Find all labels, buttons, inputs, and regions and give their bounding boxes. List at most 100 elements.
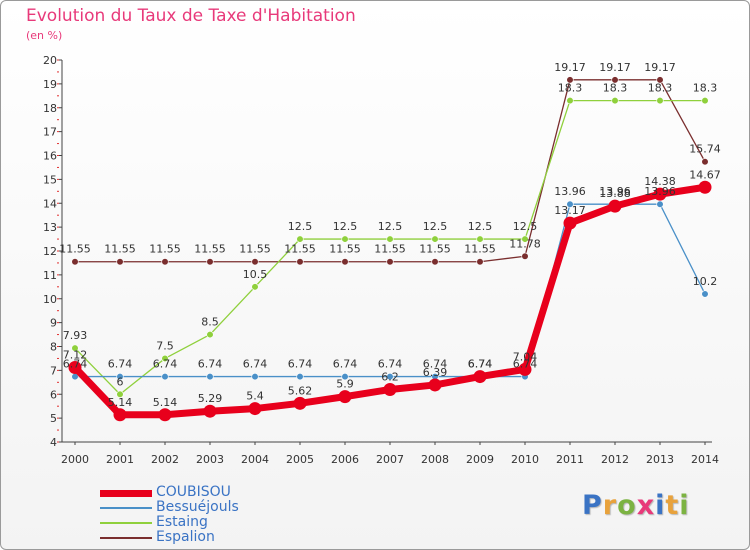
data-point	[296, 372, 304, 381]
data-point	[71, 344, 79, 352]
data-label: 11.55	[374, 243, 406, 256]
data-point	[296, 258, 304, 266]
data-label: 5.4	[246, 390, 264, 403]
data-point	[566, 76, 574, 84]
data-labels-coubisou: 7.125.14 5.14 5.29 5.4 5.625.96.2 6.396.747.0…	[63, 168, 721, 409]
data-point	[116, 390, 124, 398]
data-point	[206, 372, 214, 381]
data-point	[341, 235, 349, 243]
data-point	[431, 235, 439, 243]
data-label: 13.96	[599, 185, 631, 198]
x-tick-label: 2010	[511, 453, 539, 466]
data-label: 12.5	[333, 220, 358, 233]
y-tick-label: 19	[43, 78, 57, 91]
data-label: 6.74	[288, 358, 313, 371]
data-point	[521, 252, 529, 260]
data-point	[206, 330, 214, 339]
unit-label: (en %)	[26, 29, 63, 42]
data-point	[698, 180, 712, 194]
data-point	[653, 187, 667, 201]
data-label: 19.17	[644, 61, 676, 74]
x-tick-label: 2012	[601, 453, 629, 466]
y-tick-label: 10	[43, 293, 57, 306]
data-point	[296, 235, 304, 243]
x-tick-label: 2009	[466, 453, 494, 466]
data-label: 10.5	[243, 268, 268, 281]
y-tick-label: 13	[43, 221, 57, 234]
data-label: 6.74	[333, 358, 358, 371]
legend-swatch	[100, 522, 152, 524]
data-point	[431, 258, 439, 266]
data-point	[383, 382, 397, 396]
data-point	[338, 390, 352, 404]
data-label: 6.74	[378, 358, 403, 371]
x-tick-label: 2000	[61, 453, 89, 466]
data-label: 12.5	[423, 220, 448, 233]
data-point	[293, 396, 307, 410]
proxiti-logo: Proxiti	[582, 490, 690, 521]
data-label: 6.74	[153, 358, 178, 371]
y-tick-label: 18	[43, 102, 57, 115]
data-label: 7.5	[156, 339, 174, 352]
x-tick-label: 2003	[196, 453, 224, 466]
data-point	[566, 200, 574, 208]
data-label: 12.5	[513, 220, 538, 233]
data-point	[203, 404, 217, 418]
y-tick-label: 4	[50, 436, 57, 449]
chart-title: Evolution du Taux de Taxe d'Habitation	[26, 6, 356, 26]
x-tick-label: 2004	[241, 453, 269, 466]
y-tick-label: 17	[43, 126, 57, 139]
data-label: 5.9	[336, 378, 354, 391]
data-label: 6.39	[423, 366, 448, 379]
y-tick-label: 9	[50, 317, 57, 330]
data-point	[116, 258, 124, 266]
data-labels-espalion: 11.55 11.55 11.55 11.55 11.55 11.55 11.55 11.55…	[59, 61, 721, 256]
data-point	[341, 258, 349, 266]
x-tick-label: 2014	[691, 453, 719, 466]
y-tick-label: 5	[50, 412, 57, 425]
data-point	[566, 96, 574, 105]
series-line	[74, 79, 706, 263]
data-label: 7.04	[513, 350, 538, 363]
data-point	[161, 258, 169, 266]
data-label: 6.74	[513, 358, 538, 371]
data-label: 13.17	[554, 204, 586, 217]
data-label: 13.96	[554, 185, 586, 198]
data-point	[656, 96, 664, 105]
data-point	[611, 96, 619, 105]
data-point	[428, 378, 442, 392]
data-point	[113, 408, 127, 422]
legend-label: Bessuéjouls	[156, 499, 239, 515]
data-label: 5.62	[288, 384, 313, 397]
y-tick-label: 11	[43, 269, 57, 282]
data-point	[701, 290, 709, 298]
data-label: 11.55	[59, 243, 91, 256]
data-point	[251, 372, 259, 381]
data-label: 11.55	[149, 243, 181, 256]
y-tick-label: 20	[43, 54, 57, 67]
data-label: 11.55	[464, 243, 496, 256]
data-point	[476, 258, 484, 266]
data-point	[161, 354, 169, 363]
data-label: 14.67	[689, 168, 721, 181]
data-labels-bessuéjouls: 6.74 6.74 6.74 6.74 6.74 6.74 6.74 6.74 6.74 6.74…	[63, 185, 718, 370]
data-label: 15.74	[689, 143, 721, 156]
data-label: 6.74	[198, 358, 223, 371]
y-tick-label: 14	[43, 197, 57, 210]
legend-swatch	[100, 507, 152, 509]
data-label: 12.5	[288, 220, 313, 233]
data-point	[206, 258, 214, 266]
data-label: 18.3	[603, 82, 628, 95]
data-point	[386, 235, 394, 243]
legend-swatch	[100, 537, 152, 539]
data-point	[476, 235, 484, 243]
data-label: 5.14	[153, 396, 178, 409]
series-espalion	[71, 76, 709, 266]
data-point	[68, 361, 82, 375]
data-label: 11.55	[419, 243, 451, 256]
data-label: 18.3	[648, 82, 673, 95]
data-label: 7.12	[63, 349, 88, 362]
data-point	[251, 283, 259, 291]
